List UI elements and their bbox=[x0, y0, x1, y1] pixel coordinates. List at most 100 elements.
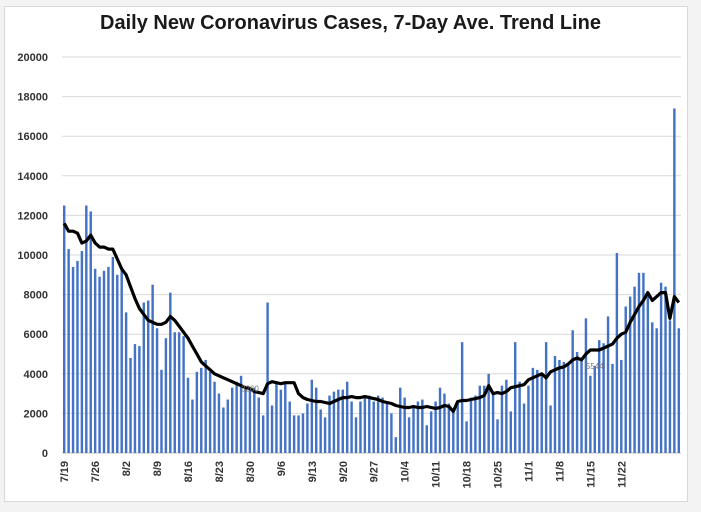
bar bbox=[120, 268, 123, 453]
x-tick-label: 8/16 bbox=[183, 461, 195, 482]
bar bbox=[677, 328, 681, 453]
bar bbox=[315, 387, 318, 453]
bar bbox=[310, 379, 314, 453]
bar bbox=[67, 249, 70, 453]
bar bbox=[301, 413, 305, 453]
x-tick-label: 7/26 bbox=[90, 461, 102, 482]
bar bbox=[231, 387, 234, 453]
bar bbox=[89, 211, 92, 453]
x-tick-label: 9/20 bbox=[338, 461, 350, 482]
bar bbox=[513, 342, 517, 453]
bar bbox=[624, 306, 627, 453]
bar bbox=[350, 401, 353, 453]
bar bbox=[80, 251, 84, 453]
y-tick-label: 12000 bbox=[17, 210, 48, 222]
bar bbox=[602, 343, 605, 453]
bar bbox=[509, 411, 512, 453]
bar bbox=[116, 274, 119, 453]
bar bbox=[345, 381, 349, 453]
bar bbox=[544, 342, 548, 453]
y-tick-label: 8000 bbox=[24, 290, 48, 302]
chart-title: Daily New Coronavirus Cases, 7-Day Ave. … bbox=[100, 12, 601, 34]
bar bbox=[549, 405, 552, 453]
bar bbox=[62, 205, 66, 453]
bar bbox=[164, 338, 168, 453]
bar bbox=[606, 316, 610, 453]
bar bbox=[447, 403, 451, 453]
bar bbox=[407, 417, 411, 453]
bar bbox=[328, 395, 331, 453]
data-label: 5544 bbox=[586, 362, 604, 371]
bar bbox=[416, 401, 420, 453]
bar bbox=[222, 407, 225, 453]
bar bbox=[425, 425, 428, 453]
bar bbox=[553, 355, 557, 453]
bar bbox=[668, 320, 672, 453]
y-tick-label: 0 bbox=[42, 448, 48, 460]
x-tick-label: 10/4 bbox=[400, 460, 412, 482]
bar bbox=[527, 385, 530, 453]
y-tick-label: 18000 bbox=[17, 92, 48, 104]
bar bbox=[376, 395, 380, 453]
bar bbox=[186, 377, 190, 453]
bar bbox=[637, 272, 641, 453]
bar bbox=[633, 286, 636, 453]
bar bbox=[434, 401, 437, 453]
bar bbox=[651, 322, 654, 453]
bar bbox=[93, 268, 97, 453]
bar bbox=[266, 302, 269, 453]
bar bbox=[429, 411, 433, 453]
x-tick-label: 8/2 bbox=[121, 461, 133, 476]
bar bbox=[208, 371, 212, 453]
bar bbox=[292, 415, 296, 453]
bar bbox=[138, 346, 141, 453]
bar bbox=[244, 387, 247, 453]
bar bbox=[288, 401, 291, 453]
bar bbox=[505, 379, 508, 453]
bar bbox=[323, 417, 327, 453]
x-tick-label: 11/1 bbox=[523, 461, 535, 482]
bar bbox=[129, 357, 132, 453]
bar bbox=[474, 395, 477, 453]
bar bbox=[195, 371, 199, 453]
bar bbox=[465, 421, 468, 453]
x-tick-label: 7/19 bbox=[59, 461, 71, 482]
x-tick-label: 11/22 bbox=[616, 461, 628, 488]
bar bbox=[253, 387, 256, 453]
x-tick-label: 10/18 bbox=[462, 461, 474, 489]
x-tick-label: 8/30 bbox=[245, 461, 257, 482]
bar bbox=[142, 302, 146, 453]
y-tick-label: 2000 bbox=[24, 408, 48, 420]
bar bbox=[385, 403, 389, 453]
bar bbox=[593, 365, 596, 453]
bar bbox=[284, 381, 287, 453]
bar bbox=[275, 383, 278, 453]
bar bbox=[381, 397, 384, 453]
bar bbox=[248, 388, 252, 453]
bar bbox=[363, 397, 367, 453]
x-tick-label: 11/8 bbox=[554, 461, 566, 482]
bar bbox=[147, 300, 150, 453]
bar bbox=[239, 375, 243, 453]
bar bbox=[354, 417, 358, 453]
x-tick-label: 10/25 bbox=[493, 461, 505, 489]
bar bbox=[111, 256, 115, 453]
bar bbox=[403, 397, 406, 453]
bar bbox=[270, 405, 274, 453]
bar bbox=[133, 344, 137, 453]
bar bbox=[518, 381, 521, 453]
bar bbox=[628, 296, 632, 453]
bar bbox=[500, 385, 504, 453]
bar bbox=[522, 403, 526, 453]
bar bbox=[487, 373, 490, 453]
bar bbox=[98, 276, 101, 453]
bar bbox=[155, 328, 159, 453]
y-tick-label: 16000 bbox=[17, 131, 48, 143]
bar bbox=[496, 419, 499, 453]
bar bbox=[332, 391, 336, 453]
bar bbox=[443, 393, 446, 453]
y-tick-label: 6000 bbox=[24, 329, 48, 341]
y-tick-label: 14000 bbox=[17, 171, 48, 183]
bar bbox=[160, 369, 163, 453]
